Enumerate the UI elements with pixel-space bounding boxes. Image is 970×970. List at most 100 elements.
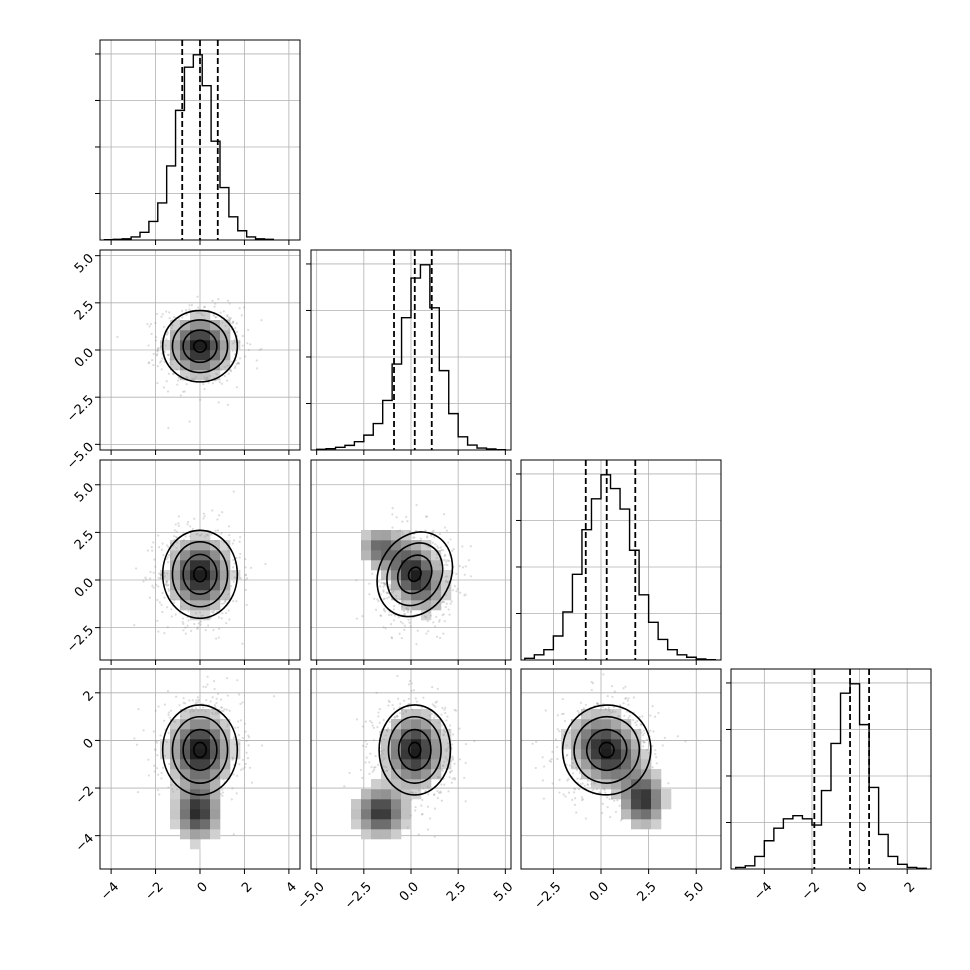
scatter-point xyxy=(218,514,221,517)
scatter-point xyxy=(652,730,655,733)
scatter-point xyxy=(453,778,457,781)
scatter-point xyxy=(607,706,610,709)
scatter-point xyxy=(439,790,442,793)
xtick-label-1-1: −2 xyxy=(142,879,166,903)
density-cell xyxy=(190,839,201,850)
density-cell xyxy=(220,560,231,571)
scatter-point xyxy=(232,570,235,573)
scatter-point xyxy=(179,377,182,380)
xtick-label-2-3: 2.5 xyxy=(444,879,469,904)
density-cell xyxy=(200,570,211,581)
scatter-point xyxy=(610,797,614,800)
density-cell xyxy=(220,739,231,750)
histogram-steps-1 xyxy=(103,54,275,241)
scatter-point xyxy=(632,696,636,699)
density-cell xyxy=(651,779,662,790)
density-cell xyxy=(180,809,191,820)
scatter-point xyxy=(451,755,454,758)
scatter-point xyxy=(551,750,554,753)
density-cell xyxy=(180,550,191,561)
density-cell xyxy=(160,570,171,581)
density-cell xyxy=(220,769,231,780)
density-cell xyxy=(411,590,422,601)
contour-level-4-2-1 xyxy=(378,704,452,796)
scatter-point xyxy=(440,799,443,802)
scatter-point xyxy=(226,723,229,726)
scatter-point xyxy=(193,622,196,626)
scatter-point xyxy=(147,758,150,761)
scatter-point xyxy=(409,798,413,801)
scatter-point xyxy=(214,711,217,714)
scatter-point xyxy=(371,724,374,727)
scatter-point xyxy=(378,708,381,711)
scatter-point xyxy=(166,584,169,587)
scatter-point xyxy=(189,709,192,712)
scatter-point xyxy=(165,544,169,547)
scatter-point xyxy=(642,729,645,732)
scatter-points-2-1 xyxy=(116,295,263,430)
scatter-point xyxy=(182,701,185,704)
scatter-point xyxy=(173,601,176,604)
density-cell xyxy=(180,829,191,840)
scatter-point xyxy=(554,738,558,741)
scatter-point xyxy=(383,583,386,586)
scatter-point xyxy=(173,598,176,602)
scatter-point xyxy=(599,709,602,712)
scatter-point xyxy=(244,557,247,561)
scatter-point xyxy=(426,828,430,831)
scatter-point xyxy=(156,788,160,792)
density-cell xyxy=(621,809,632,820)
density-cell xyxy=(170,560,181,571)
density-cell xyxy=(200,530,211,541)
scatter-point xyxy=(163,719,166,722)
scatter-point xyxy=(163,350,166,353)
scatter-point xyxy=(167,589,171,592)
density-cell xyxy=(190,370,201,381)
scatter-point xyxy=(212,628,215,632)
scatter-point xyxy=(202,306,206,309)
scatter-point xyxy=(649,729,652,732)
scatter-point xyxy=(442,733,445,736)
density-cell xyxy=(210,709,221,720)
density-cell xyxy=(170,570,181,581)
scatter-point xyxy=(173,534,176,538)
scatter-point xyxy=(231,321,234,325)
density-cell xyxy=(200,739,211,750)
scatter-point xyxy=(189,525,192,528)
scatter-point xyxy=(246,328,250,332)
scatter-point xyxy=(444,605,447,609)
scatter-point xyxy=(399,712,402,715)
scatter-point xyxy=(184,535,187,538)
density-cell xyxy=(180,340,191,351)
scatter-point xyxy=(429,614,432,617)
scatter-point xyxy=(166,689,170,693)
density-cell xyxy=(571,729,582,740)
scatter-point xyxy=(167,732,170,735)
scatter-point xyxy=(167,713,170,717)
scatter-point xyxy=(374,766,377,769)
density-cell xyxy=(371,550,382,561)
scatter-point xyxy=(182,629,185,632)
scatter-point xyxy=(244,573,248,576)
scatter-point xyxy=(239,768,243,771)
scatter-point xyxy=(160,360,163,363)
scatter-point xyxy=(151,549,154,552)
scatter-point xyxy=(392,619,396,622)
scatter-point xyxy=(550,757,553,761)
scatter-point xyxy=(387,699,390,702)
scatter-point xyxy=(443,783,446,786)
scatter-point xyxy=(613,690,616,693)
scatter-point xyxy=(144,576,147,579)
scatter-point xyxy=(420,813,424,816)
scatter-point xyxy=(380,750,383,753)
density-cell xyxy=(611,709,622,720)
scatter-point xyxy=(556,714,559,717)
scatter-point xyxy=(160,341,163,344)
scatter-point xyxy=(379,614,383,617)
density-cell xyxy=(170,809,181,820)
scatter-point xyxy=(165,581,168,584)
histogram-steps-4 xyxy=(735,683,927,870)
histogram-panel-2 xyxy=(306,249,512,451)
scatter-point xyxy=(451,733,455,736)
density-cell xyxy=(641,779,652,790)
